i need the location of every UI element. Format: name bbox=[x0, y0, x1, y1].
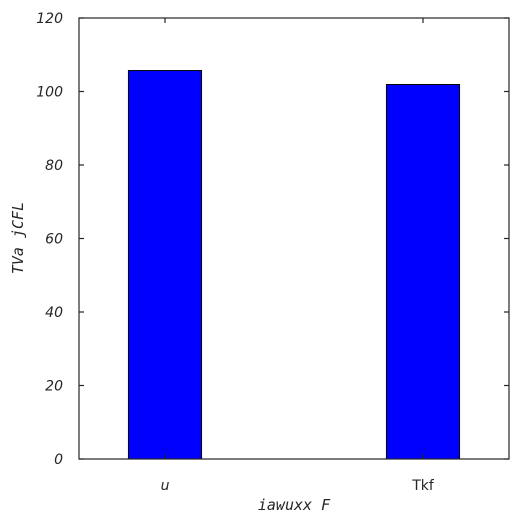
bar-0 bbox=[127, 70, 203, 460]
bar-1 bbox=[385, 84, 461, 460]
y-axis-ticks: 0 20 40 60 80 100 120 bbox=[36, 11, 509, 468]
y-tick-label: 100 bbox=[36, 85, 63, 101]
y-tick-label: 60 bbox=[45, 232, 63, 248]
x-tick-label: u bbox=[161, 478, 170, 494]
x-tick-label: Tkf bbox=[411, 478, 435, 494]
bars bbox=[127, 70, 461, 460]
x-axis-label: iawuxx F bbox=[258, 496, 331, 514]
y-tick-label: 40 bbox=[45, 305, 63, 321]
x-axis-ticks: u Tkf bbox=[161, 18, 435, 494]
y-tick-label: 80 bbox=[45, 158, 63, 174]
y-axis-label: TVa jCFL bbox=[9, 202, 27, 274]
y-tick-label: 120 bbox=[36, 11, 63, 27]
y-tick-label: 20 bbox=[45, 379, 63, 395]
y-tick-label: 0 bbox=[54, 452, 63, 468]
